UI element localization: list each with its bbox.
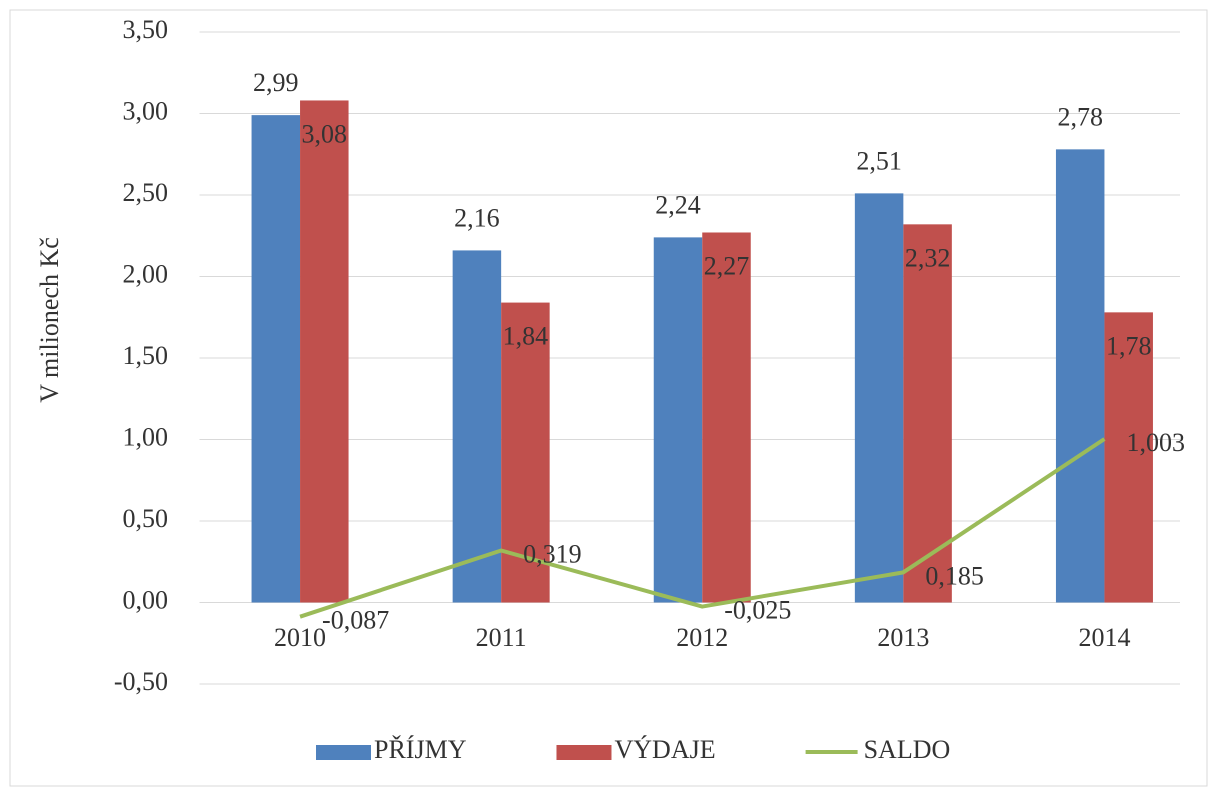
x-tick-label: 2011 <box>476 623 527 652</box>
y-tick-label: 3,00 <box>123 96 169 125</box>
data-label: 2,27 <box>704 251 750 280</box>
data-label: 2,16 <box>454 203 500 232</box>
data-label: 1,78 <box>1106 331 1152 360</box>
data-label: 3,08 <box>302 119 348 148</box>
bar <box>903 224 952 603</box>
data-label: 0,319 <box>523 539 582 568</box>
y-tick-label: 0,00 <box>123 585 169 614</box>
y-tick-label: 2,00 <box>123 259 169 288</box>
bar <box>1104 312 1153 603</box>
bar <box>854 193 904 603</box>
y-tick-label: 2,50 <box>123 178 169 207</box>
line <box>299 437 1106 619</box>
data-label: 2,99 <box>253 68 299 97</box>
data-label: 2,51 <box>856 146 902 175</box>
legend-swatch <box>316 745 371 760</box>
legend-label: VÝDAJE <box>614 735 715 764</box>
data-label: 2,32 <box>905 243 951 272</box>
data-label: -0,087 <box>322 606 389 635</box>
x-tick-label: 2013 <box>877 623 929 652</box>
x-tick-label: 2014 <box>1078 623 1130 652</box>
bar <box>1055 149 1105 603</box>
data-label: 1,003 <box>1126 428 1185 457</box>
data-label: 2,78 <box>1057 102 1103 131</box>
bar <box>702 232 751 603</box>
data-label: 0,185 <box>925 561 984 590</box>
y-tick-label: -0,50 <box>114 667 168 696</box>
bar <box>251 115 301 603</box>
bar <box>300 100 349 603</box>
y-tick-label: 1,50 <box>123 341 169 370</box>
legend-swatch <box>556 745 612 760</box>
legend-label: SALDO <box>864 735 951 764</box>
y-tick-label: 0,50 <box>123 504 169 533</box>
bar <box>452 250 502 603</box>
x-tick-label: 2010 <box>274 623 326 652</box>
x-tick-label: 2012 <box>676 623 728 652</box>
data-label: -0,025 <box>724 596 791 625</box>
data-label: 2,24 <box>655 190 701 219</box>
bar <box>653 237 703 603</box>
y-axis-label: V milionech Kč <box>35 237 64 403</box>
chart-frame <box>9 9 1208 787</box>
data-label: 1,84 <box>503 322 549 351</box>
y-tick-label: 3,50 <box>123 15 169 44</box>
legend-label: PŘÍJMY <box>374 735 467 764</box>
y-tick-label: 1,00 <box>123 422 169 451</box>
